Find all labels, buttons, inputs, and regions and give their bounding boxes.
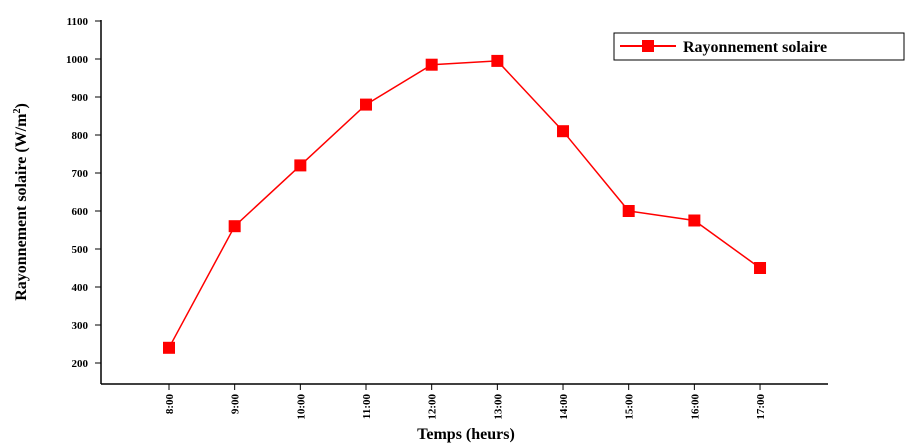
data-point: [557, 125, 570, 138]
data-point: [360, 98, 373, 111]
y-tick-label: 900: [72, 92, 89, 104]
y-tick-label: 300: [72, 320, 89, 332]
y-tick-label: 1100: [67, 16, 89, 28]
y-tick-label: 500: [72, 244, 89, 256]
x-tick-label: 14:00: [558, 394, 570, 420]
x-tick-label: 12:00: [427, 394, 439, 420]
legend-label: Rayonnement solaire: [683, 39, 827, 56]
x-tick-label: 10:00: [295, 394, 307, 420]
data-point: [228, 220, 241, 233]
y-tick-label: 700: [72, 168, 89, 180]
x-tick-label: 16:00: [689, 394, 701, 420]
series-markers: [163, 54, 767, 354]
y-tick-label: 200: [72, 358, 89, 370]
data-point: [425, 58, 438, 71]
data-point: [163, 341, 175, 354]
x-tick-label: 11:00: [361, 394, 373, 420]
y-tick-label: 600: [72, 206, 89, 218]
x-axis-title: Temps (heurs): [417, 426, 515, 443]
y-tick-label: 800: [72, 130, 89, 142]
data-point: [491, 54, 504, 67]
x-tick-label: 8:00: [164, 394, 176, 415]
y-tick-label: 1000: [66, 54, 89, 66]
legend: Rayonnement solaire: [613, 32, 905, 61]
x-tick-label: 13:00: [492, 394, 504, 420]
y-tick-label: 400: [72, 282, 89, 294]
data-point: [622, 205, 635, 217]
y-axis-title: Rayonnement solaire (W/m2): [12, 103, 30, 301]
x-axis-ticks: 8:00 9:00 10:00 11:00 12:00 13:00 14:00 15:00 16…: [164, 384, 767, 420]
data-point: [688, 214, 701, 227]
legend-marker: [642, 40, 654, 52]
x-tick-label: 17:00: [755, 394, 767, 420]
x-tick-label: 9:00: [230, 394, 242, 415]
x-tick-label: 15:00: [624, 394, 636, 420]
data-point: [294, 159, 307, 172]
series-line: [168, 60, 761, 349]
data-point: [754, 262, 767, 274]
y-axis-ticks: 200 300 400 500 600 700 800 900 1000 1100: [66, 16, 101, 370]
